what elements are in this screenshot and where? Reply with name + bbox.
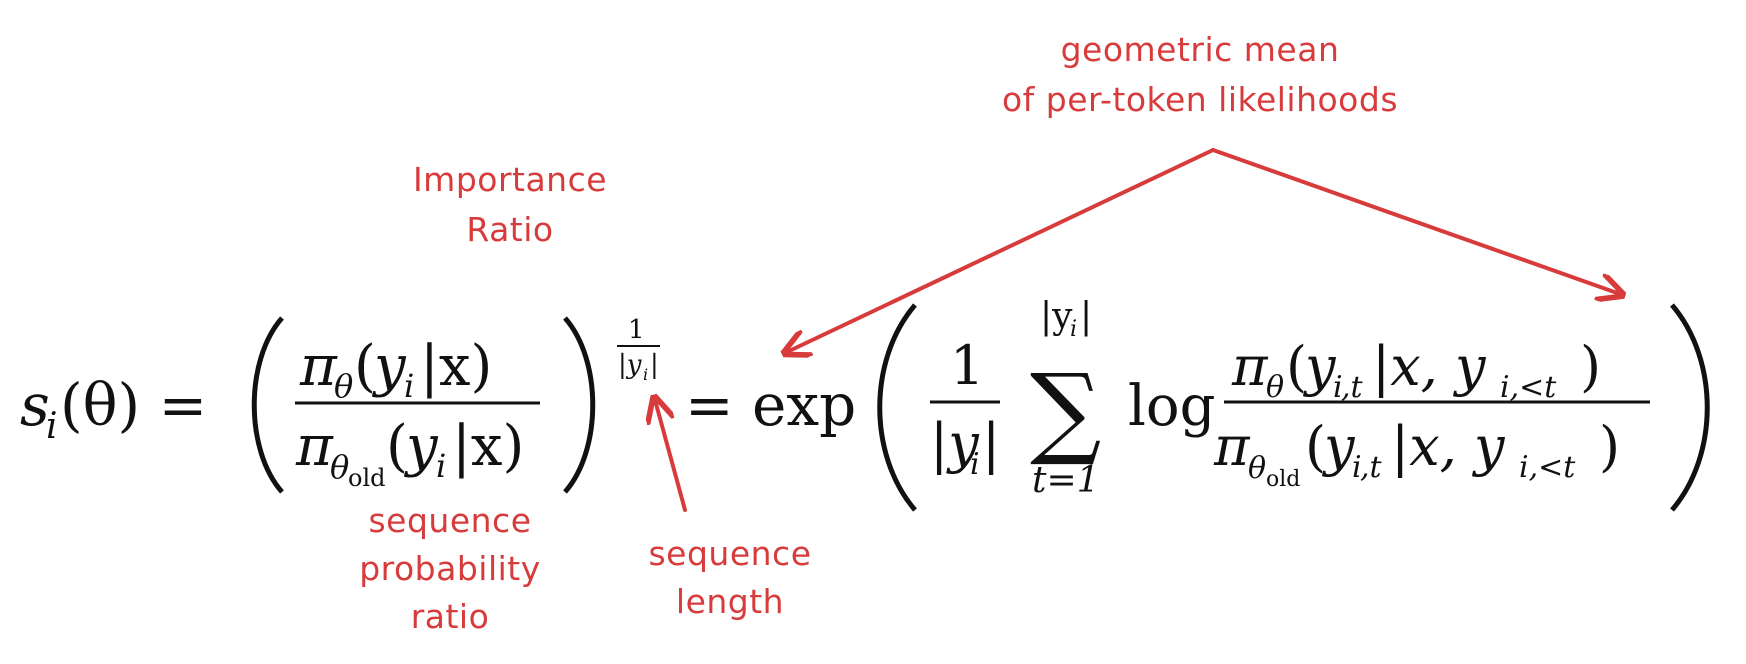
den-pi: π [295, 414, 334, 479]
exp-den-bar: | [650, 350, 659, 380]
num-y: y [371, 334, 407, 399]
paren-left-1 [251, 316, 284, 494]
annotation-geometric-mean-line1: geometric mean [1060, 30, 1340, 69]
annotation-seq-prob-line2: probability [359, 549, 541, 588]
num-y-sub: i [404, 367, 414, 405]
annotation-sequence-length: sequence length [620, 530, 840, 626]
mean-fraction: 1 |y i | [930, 334, 1000, 482]
annotation-importance-ratio-line2: Ratio [466, 210, 554, 249]
annotation-seq-prob-line1: sequence [368, 501, 532, 540]
annotation-sequence-length-line1: sequence [648, 534, 812, 573]
annotation-importance-ratio: Importance Ratio [380, 155, 640, 255]
mean-den-sub: i [970, 447, 980, 482]
annotation-seq-prob-line3: ratio [410, 597, 490, 636]
den-y-sub: i [436, 447, 446, 485]
exp-den-sub: i [643, 365, 648, 384]
lden-open: ( [1305, 415, 1326, 478]
equals-exp: = exp [685, 371, 856, 439]
lden-pi: π [1213, 415, 1251, 478]
den-bar-x: |x) [452, 414, 524, 479]
arrow-to-exponent [655, 400, 687, 512]
annotation-importance-ratio-line1: Importance [412, 160, 608, 199]
annotation-sequence-length-line2: length [675, 582, 785, 621]
lnum-theta: θ [1266, 370, 1284, 405]
den-theta: θ [330, 448, 349, 486]
lden-old: old [1266, 467, 1300, 492]
lnum-cond: |x, y [1372, 335, 1487, 398]
annotation-geometric-mean: geometric mean of per-token likelihoods [940, 25, 1460, 125]
arrow-to-exp-left [787, 148, 1215, 352]
paren-left-2 [877, 303, 917, 512]
mean-denominator: |y [930, 412, 980, 475]
sum-upper: |y [1040, 296, 1073, 337]
lden-theta: θ [1248, 451, 1266, 486]
log-numerator: π θ ( y i ,t |x, y i,<t ) [1231, 335, 1601, 405]
annotation-arrows [655, 148, 1620, 512]
mean-numerator: 1 [950, 334, 984, 397]
paren-right-2 [1670, 303, 1710, 512]
arrow-to-exp-right [1211, 148, 1620, 294]
den-y: y [403, 414, 439, 479]
sum-upper-bar: | [1080, 296, 1092, 337]
num-pi: π [299, 334, 338, 399]
summation: |y i | ∑ t=1 [1030, 296, 1101, 501]
lden-cond-sub: i,<t [1519, 450, 1576, 485]
eq-s-subscript: i [46, 406, 58, 447]
den-old: old [348, 464, 386, 492]
den-open: ( [386, 414, 408, 479]
mean-den-bar: | [982, 412, 1000, 475]
sum-upper-sub: i [1070, 317, 1077, 342]
lnum-cond-sub: i,<t [1500, 370, 1557, 405]
lden-y-sub-t: ,t [1360, 450, 1383, 485]
sum-symbol: ∑ [1030, 352, 1101, 469]
lnum-close: ) [1580, 335, 1601, 398]
num-bar-x: |x) [420, 334, 492, 399]
num-open: ( [354, 334, 376, 399]
log-denominator: π θ old ( y i ,t |x, y i,<t ) [1213, 415, 1620, 492]
exp-denominator: |y [618, 350, 642, 380]
lnum-open: ( [1286, 335, 1307, 398]
paren-right-1 [563, 316, 596, 494]
lnum-y: y [1303, 335, 1337, 398]
exp-numerator: 1 [628, 315, 645, 345]
annotation-sequence-probability-ratio: sequence probability ratio [330, 497, 570, 641]
lden-cond: |x, y [1391, 415, 1506, 478]
lden-y: y [1322, 415, 1356, 478]
eq-theta-arg: (θ) = [60, 371, 207, 439]
ratio-denominator: π θ old ( y i |x) [295, 414, 524, 492]
annotation-geometric-mean-line2: of per-token likelihoods [1001, 80, 1399, 119]
log-operator: log [1128, 374, 1215, 439]
lden-y-sub-i: i [1352, 450, 1362, 485]
lden-close: ) [1599, 415, 1620, 478]
lnum-pi: π [1231, 335, 1269, 398]
num-theta: θ [334, 367, 353, 405]
lnum-y-sub-i: i [1333, 370, 1343, 405]
lnum-y-sub-t: ,t [1341, 370, 1364, 405]
equation-lhs: s i (θ) = [20, 371, 207, 447]
sum-lower: t=1 [1032, 460, 1100, 501]
ratio-numerator: π θ ( y i |x) [299, 334, 492, 405]
exponent-fraction: 1 |y i | [617, 315, 660, 384]
eq-s: s [20, 371, 50, 439]
